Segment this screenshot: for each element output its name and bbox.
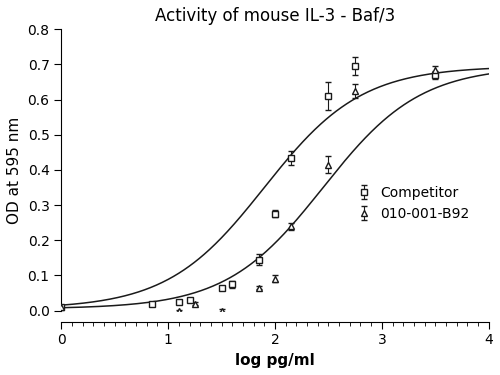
- X-axis label: log pg/ml: log pg/ml: [235, 353, 315, 368]
- Legend: Competitor, 010-001-B92: Competitor, 010-001-B92: [352, 182, 473, 225]
- Y-axis label: OD at 595 nm: OD at 595 nm: [7, 116, 22, 224]
- Title: Activity of mouse IL-3 - Baf/3: Activity of mouse IL-3 - Baf/3: [155, 7, 395, 25]
